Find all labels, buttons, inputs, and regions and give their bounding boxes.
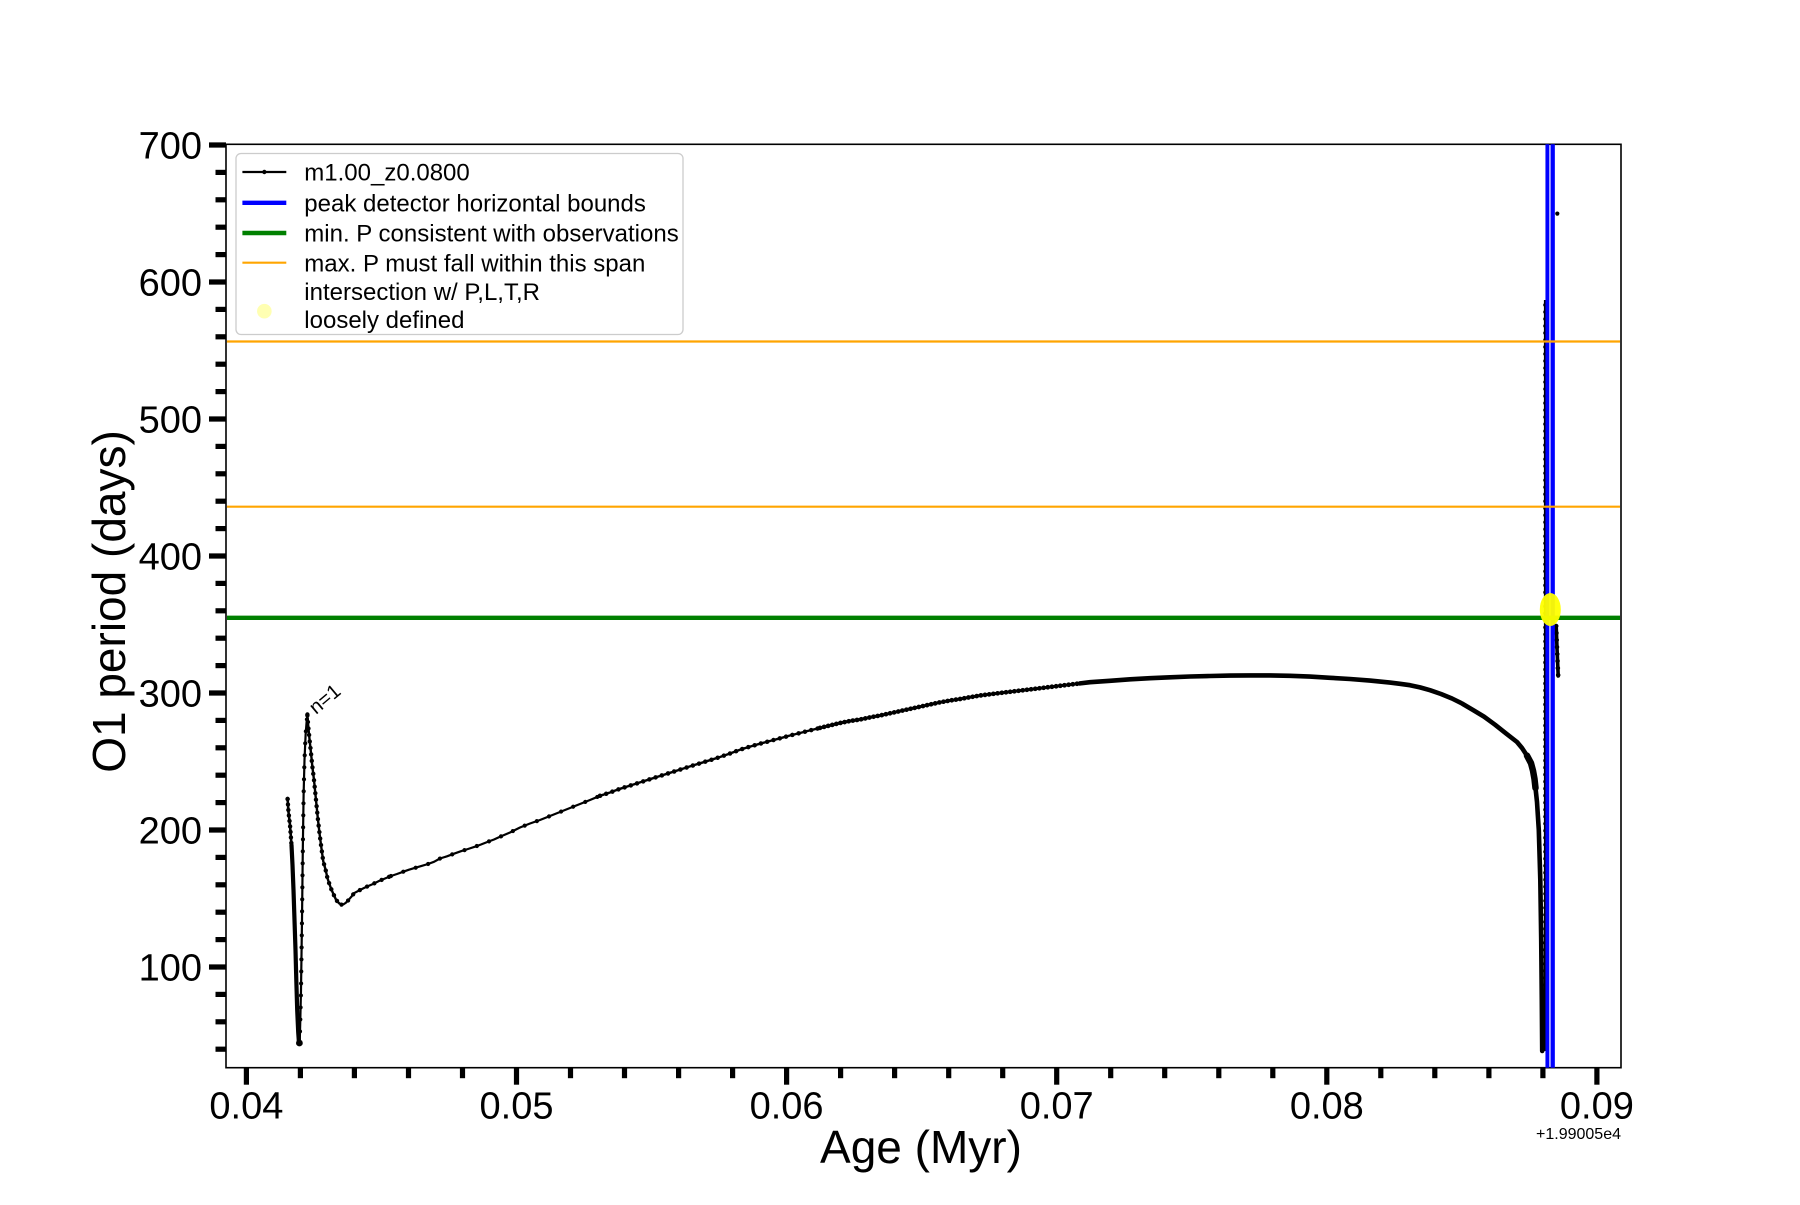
svg-text:O1 period (days): O1 period (days): [83, 430, 135, 773]
svg-text:0.06: 0.06: [750, 1086, 824, 1128]
svg-text:intersection w/ P,L,T,R: intersection w/ P,L,T,R: [304, 279, 540, 306]
svg-text:max. P must fall within this s: max. P must fall within this span: [304, 250, 645, 277]
svg-text:300: 300: [139, 674, 202, 716]
svg-text:600: 600: [139, 263, 202, 305]
svg-text:Age (Myr): Age (Myr): [820, 1121, 1022, 1173]
svg-text:peak detector horizontal bound: peak detector horizontal bounds: [304, 190, 646, 217]
svg-text:n=1: n=1: [305, 680, 345, 719]
svg-text:0.04: 0.04: [209, 1086, 283, 1128]
svg-text:100: 100: [139, 948, 202, 990]
svg-text:400: 400: [139, 537, 202, 579]
svg-text:+1.99005e4: +1.99005e4: [1536, 1126, 1621, 1143]
svg-text:min. P consistent with observa: min. P consistent with observations: [304, 221, 678, 248]
svg-text:0.05: 0.05: [480, 1086, 554, 1128]
svg-text:m1.00_z0.0800: m1.00_z0.0800: [304, 160, 469, 187]
svg-text:0.08: 0.08: [1290, 1086, 1364, 1128]
svg-text:loosely defined: loosely defined: [304, 307, 464, 334]
svg-text:0.07: 0.07: [1020, 1086, 1094, 1128]
svg-text:500: 500: [139, 400, 202, 442]
svg-text:0.09: 0.09: [1560, 1086, 1634, 1128]
svg-text:700: 700: [139, 126, 202, 168]
svg-text:200: 200: [139, 811, 202, 853]
